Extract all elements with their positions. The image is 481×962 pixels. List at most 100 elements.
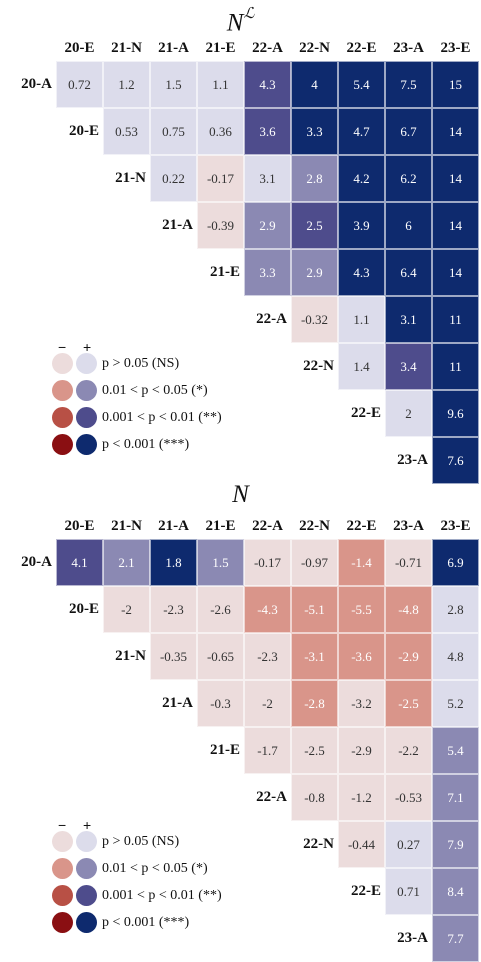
heatmap-cell: 14	[432, 108, 479, 155]
row-label: 20-A	[21, 76, 52, 92]
heatmap-cell: -0.17	[197, 155, 244, 202]
legend-swatch-negative	[52, 380, 73, 401]
column-label: 21-N	[111, 518, 142, 534]
heatmap-panel-n: N 20-E 21-N 21-A 21-E 22-A 22-N 22-E 23-A 23-E 20-…	[0, 480, 481, 962]
heatmap-cell: -0.53	[385, 774, 432, 821]
heatmap-cell: -3.1	[291, 633, 338, 680]
heatmap-cell: 4.8	[432, 633, 479, 680]
column-label: 21-E	[205, 518, 236, 534]
heatmap-cell: -0.8	[291, 774, 338, 821]
heatmap-cell: 7.6	[432, 437, 479, 484]
row-label: 20-A	[21, 554, 52, 570]
row-label: 21-A	[162, 217, 193, 233]
column-label: 22-E	[346, 518, 377, 534]
heatmap-cell: 4.1	[56, 539, 103, 586]
heatmap-cell: 1.2	[103, 61, 150, 108]
heatmap-cell: 6	[385, 202, 432, 249]
heatmap-cell: 14	[432, 155, 479, 202]
heatmap-cell: -0.3	[197, 680, 244, 727]
heatmap-cell: 2.9	[244, 202, 291, 249]
heatmap-cell: 3.9	[338, 202, 385, 249]
heatmap-cell: 7.1	[432, 774, 479, 821]
heatmap-cell: 0.75	[150, 108, 197, 155]
row-label: 21-N	[115, 170, 146, 186]
row-label: 22-E	[351, 405, 381, 421]
legend-swatch-positive	[76, 434, 97, 455]
heatmap-cell: 3.4	[385, 343, 432, 390]
heatmap-cell: -1.4	[338, 539, 385, 586]
heatmap-cell: -0.71	[385, 539, 432, 586]
heatmap-cell: -4.8	[385, 586, 432, 633]
heatmap-cell: 1.8	[150, 539, 197, 586]
heatmap-cell: 2.1	[103, 539, 150, 586]
heatmap-cell: 9.6	[432, 390, 479, 437]
legend-plus-label: +	[83, 817, 92, 833]
heatmap-cell: 4.7	[338, 108, 385, 155]
column-label: 23-E	[440, 40, 471, 56]
legend-swatch-positive	[76, 858, 97, 879]
legend-label: 0.01 < p < 0.05 (*)	[102, 383, 208, 398]
heatmap-cell: -5.1	[291, 586, 338, 633]
column-label: 22-A	[252, 40, 283, 56]
heatmap-cell: -1.2	[338, 774, 385, 821]
heatmap-cell: -3.6	[338, 633, 385, 680]
heatmap-cell: -2.6	[197, 586, 244, 633]
legend-plus-label: +	[83, 339, 92, 355]
row-label: 21-N	[115, 648, 146, 664]
heatmap-cell: -2.8	[291, 680, 338, 727]
row-label: 22-N	[303, 836, 334, 852]
column-label: 22-N	[299, 40, 330, 56]
legend-label: p > 0.05 (NS)	[102, 356, 180, 371]
heatmap-cell: 3.3	[244, 249, 291, 296]
legend-label: p < 0.001 (***)	[102, 437, 190, 452]
heatmap-cell: 2.9	[291, 249, 338, 296]
heatmap-cell: 5.2	[432, 680, 479, 727]
row-label: 22-A	[256, 311, 287, 327]
heatmap-cell: -2.3	[244, 633, 291, 680]
heatmap-cell: -5.5	[338, 586, 385, 633]
legend-swatch-negative	[52, 353, 73, 374]
heatmap-cell: 1.5	[150, 61, 197, 108]
legend-swatch-positive	[76, 353, 97, 374]
row-label: 21-E	[210, 742, 240, 758]
legend-minus-label: −	[58, 339, 67, 355]
heatmap-cell: 6.2	[385, 155, 432, 202]
heatmap-cell: -0.32	[291, 296, 338, 343]
column-label: 22-N	[299, 518, 330, 534]
heatmap-cell: 0.36	[197, 108, 244, 155]
heatmap-cell: -2.3	[150, 586, 197, 633]
heatmap-cell: 2.8	[432, 586, 479, 633]
heatmap-cell: -2	[244, 680, 291, 727]
legend-label: p > 0.05 (NS)	[102, 834, 180, 849]
legend-swatch-negative	[52, 434, 73, 455]
heatmap-cell: 14	[432, 249, 479, 296]
column-label: 23-A	[393, 518, 424, 534]
heatmap-cell: 1.4	[338, 343, 385, 390]
legend-swatch-positive	[76, 885, 97, 906]
heatmap-cell: -2.9	[385, 633, 432, 680]
heatmap-cell: 1.5	[197, 539, 244, 586]
heatmap-cell: -2.5	[291, 727, 338, 774]
heatmap-cell: 3.1	[244, 155, 291, 202]
heatmap-cell: -1.7	[244, 727, 291, 774]
chart-title: Nℒ	[0, 2, 481, 38]
heatmap-cell: 8.4	[432, 868, 479, 915]
column-label: 23-E	[440, 518, 471, 534]
column-label: 22-E	[346, 40, 377, 56]
heatmap-cell: -2	[103, 586, 150, 633]
column-label: 22-A	[252, 518, 283, 534]
row-label: 20-E	[69, 601, 99, 617]
legend-swatch-positive	[76, 380, 97, 401]
heatmap-cell: 14	[432, 202, 479, 249]
chart-title-base: N	[232, 481, 249, 508]
heatmap-cell: 2.8	[291, 155, 338, 202]
legend-swatch-positive	[76, 831, 97, 852]
heatmap-cell: -0.44	[338, 821, 385, 868]
legend-swatch-positive	[76, 912, 97, 933]
heatmap-cell: -4.3	[244, 586, 291, 633]
chart-title-base: N	[226, 9, 244, 37]
heatmap-cell: 3.6	[244, 108, 291, 155]
column-label: 21-A	[158, 40, 189, 56]
heatmap-cell: 4	[291, 61, 338, 108]
heatmap-cell: 0.27	[385, 821, 432, 868]
